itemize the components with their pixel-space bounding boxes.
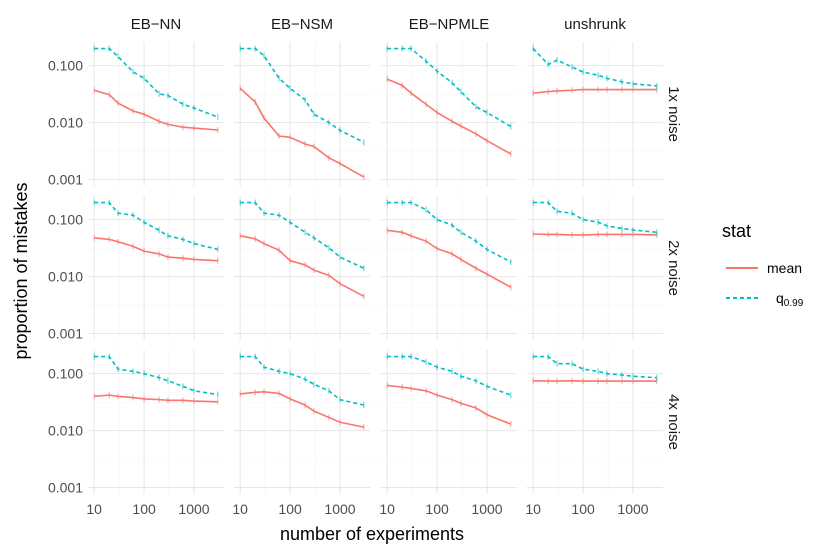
legend: stat mean q0.99: [722, 221, 804, 309]
panel-bg-r0c1: [234, 42, 370, 186]
series-line-q-r2c1: [240, 355, 365, 406]
y-tick-label-r0-2: 0.100: [48, 58, 83, 74]
x-tick-label-c1-2: 1000: [324, 501, 355, 517]
column-strip-label-0: EB−NN: [131, 16, 181, 33]
x-tick-label-c1-1: 100: [278, 501, 302, 517]
y-tick-label-r0-0: 0.001: [48, 171, 83, 187]
panel-bg-r2c2: [381, 350, 517, 494]
panel-bg-r1c1: [234, 196, 370, 340]
row-strip-label-1: 2x noise: [665, 240, 682, 296]
series-line-mean-r1c1: [240, 235, 365, 297]
y-tick-label-r1-2: 0.100: [48, 212, 83, 228]
legend-label-q-sub: 0.99: [784, 298, 804, 309]
x-axis-title: number of experiments: [280, 524, 464, 544]
column-strip-3: [527, 8, 663, 40]
series-line-mean-r1c2: [387, 229, 512, 288]
column-strip-0: [88, 8, 224, 40]
x-tick-label-c2-1: 100: [425, 501, 449, 517]
y-tick-label-r2-1: 0.010: [48, 423, 83, 439]
x-tick-label-c2-0: 10: [379, 501, 395, 517]
column-strip-1: [234, 8, 370, 40]
series-line-q-r2c3: [533, 355, 657, 379]
series-line-q-r0c1: [240, 47, 365, 144]
series-line-mean-r2c1: [240, 391, 364, 428]
facet-panels: [88, 42, 663, 494]
y-axis-title: proportion of mistakes: [11, 182, 31, 359]
panel-bg-r0c0: [88, 42, 224, 186]
y-tick-label-r2-2: 0.100: [48, 366, 83, 382]
x-tick-label-c2-2: 1000: [471, 501, 502, 517]
x-tick-label-c0-0: 10: [86, 501, 102, 517]
legend-label-q: q0.99: [776, 290, 804, 309]
series-line-q-r1c1: [240, 201, 365, 269]
series-line-q-r0c3: [532, 48, 657, 87]
series-line-q-r1c0: [94, 201, 219, 251]
series-line-q-r1c2: [387, 201, 512, 263]
series-line-mean-r0c3: [533, 88, 657, 94]
x-tick-label-c0-1: 100: [132, 501, 156, 517]
series-line-mean-r1c3: [533, 233, 657, 236]
panel-bg-r0c2: [381, 42, 517, 186]
panel-bg-r2c0: [88, 350, 224, 494]
panel-bg-r0c3: [527, 42, 663, 186]
column-strip-2: [381, 8, 517, 40]
series-line-q-r2c2: [387, 355, 512, 396]
y-tick-label-r1-0: 0.001: [48, 325, 83, 341]
y-tick-label-r2-0: 0.001: [48, 479, 83, 495]
column-strip-label-1: EB−NSM: [271, 16, 333, 33]
row-strip-label-0: 1x noise: [665, 86, 682, 142]
series-line-mean-r1c0: [94, 237, 218, 262]
x-tick-label-c1-0: 10: [232, 501, 248, 517]
column-strip-label-3: unshrunk: [564, 16, 626, 33]
series-line-mean-r2c0: [94, 394, 218, 403]
legend-label-q-main: q: [776, 290, 784, 306]
y-tick-label-r1-1: 0.010: [48, 269, 83, 285]
y-tick-label-r0-1: 0.010: [48, 115, 83, 131]
row-strip-label-2: 4x noise: [665, 394, 682, 450]
series-line-mean-r0c2: [386, 78, 512, 155]
x-tick-label-c0-2: 1000: [178, 501, 209, 517]
axes: 0.001 0.010 0.100 0.001 0.010 0.100 0.001 0.010…: [48, 58, 649, 517]
series-line-mean-r2c2: [387, 384, 512, 425]
facet-strips: EB−NN EB−NSM EB−NPMLE unshrunk 1x noise 2x no…: [88, 8, 682, 450]
panel-bg-r1c3: [527, 196, 663, 340]
x-tick-label-c3-0: 10: [525, 501, 541, 517]
series-line-q-r2c0: [94, 355, 218, 396]
column-strip-label-2: EB−NPMLE: [409, 16, 489, 33]
series-line-q-r1c3: [533, 201, 657, 234]
x-tick-label-c3-1: 100: [571, 501, 595, 517]
series-line-mean-r0c1: [239, 87, 365, 178]
panel-bg-r1c0: [88, 196, 224, 340]
panel-bg-r2c1: [234, 350, 370, 494]
series-line-q-r0c0: [94, 47, 219, 118]
legend-title: stat: [722, 221, 751, 241]
series-line-mean-r0c0: [93, 89, 218, 131]
x-tick-label-c3-2: 1000: [617, 501, 648, 517]
panel-bg-r1c2: [381, 196, 517, 340]
legend-label-mean: mean: [767, 260, 802, 276]
